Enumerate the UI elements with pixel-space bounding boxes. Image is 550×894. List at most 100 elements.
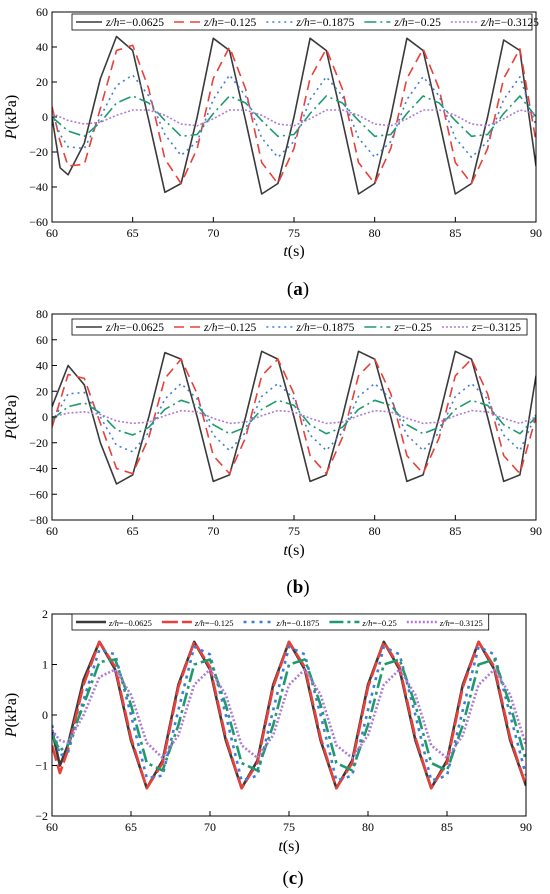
x-tick-label: 70	[207, 226, 219, 240]
x-tick-label: 90	[530, 524, 542, 538]
series-line-5	[52, 109, 536, 127]
legend-entry-3: z/h=−0.1875	[243, 618, 320, 628]
series-line-1	[52, 350, 536, 485]
legend-label: z=−0.25	[393, 322, 432, 334]
x-tick-label: 75	[283, 820, 295, 834]
legend-entry-1: z/h=−0.0625	[76, 618, 152, 628]
y-tick-label: −2	[35, 809, 48, 823]
legend: z/h=−0.0625 z/h=−0.125 z/h=−0.1875 z=−0.25 z…	[71, 318, 528, 336]
x-tick-label: 65	[125, 820, 137, 834]
series-line-3	[52, 74, 536, 159]
y-tick-label: 40	[36, 359, 48, 373]
series-line-1	[52, 640, 526, 790]
x-tick-label: 75	[288, 226, 300, 240]
legend-label: z/h=−0.0625	[108, 618, 152, 628]
y-tick-label: −1	[35, 759, 48, 773]
series-line-2	[52, 44, 536, 185]
chart-panel-3: 60 65 70 75 80 85 90 −2 −1 0 1 2 t(s) P(kPa) (c) z/h=−0…	[3, 607, 532, 889]
legend-label: z/h=−0.0625	[105, 322, 164, 334]
series-line-2	[52, 640, 526, 790]
chart-panel-2: 60 65 70 75 80 85 90 −80 −60 −40 −20 0 20 40 60 80 t(s) P…	[3, 307, 542, 598]
x-axis-label: t(s)	[283, 243, 304, 260]
x-tick-label: 85	[449, 226, 461, 240]
x-tick-label: 90	[530, 226, 542, 240]
legend-label: z/h=−0.3125	[439, 618, 483, 628]
series-line-2	[52, 358, 536, 475]
legend-box	[71, 613, 490, 631]
legend-label: z/h=−0.125	[194, 618, 234, 628]
y-axis-label: P(kPa)	[3, 95, 20, 140]
series-line-3	[52, 645, 526, 782]
y-tick-label: 60	[36, 333, 48, 347]
y-tick-label: 0	[42, 708, 48, 722]
legend-entry-5: z/h=−0.3125	[406, 618, 483, 628]
legend-entry-3: z/h=−0.1875	[266, 322, 355, 334]
y-tick-label: −40	[29, 180, 48, 194]
panel-caption: (b)	[286, 577, 309, 598]
legend-label: z/h=−0.125	[203, 17, 257, 29]
x-tick-label: 90	[520, 820, 532, 834]
y-tick-label: 40	[36, 40, 48, 54]
x-tick-label: 80	[369, 226, 381, 240]
x-tick-label: 65	[127, 226, 139, 240]
legend-entry-2: z/h=−0.125	[161, 618, 234, 628]
y-tick-label: 0	[42, 410, 48, 424]
x-tick-label: 85	[441, 820, 453, 834]
legend-label: z/h=−0.3125	[480, 17, 539, 29]
series-line-4	[52, 399, 536, 436]
legend-label: z=−0.3125	[471, 322, 521, 334]
legend-label: z/h=−0.0625	[105, 17, 164, 29]
legend-label: z/h=−0.1875	[276, 618, 320, 628]
x-tick-label: 60	[46, 524, 58, 538]
y-axis-label: P(kPa)	[3, 395, 20, 440]
legend-entry-2: z/h=−0.125	[174, 322, 257, 334]
x-tick-label: 70	[207, 524, 219, 538]
y-tick-label: 20	[36, 384, 48, 398]
x-tick-label: 70	[204, 820, 216, 834]
chart-panel-1: 60 65 70 75 80 85 90 −60 −40 −20 0 20 40 60 t(s) P(kPa)…	[3, 5, 542, 300]
x-tick-label: 85	[449, 524, 461, 538]
y-tick-label: −60	[29, 487, 48, 501]
series-line-5	[52, 668, 526, 760]
panel-caption: (a)	[287, 279, 309, 300]
y-tick-label: −60	[29, 215, 48, 229]
legend-entry-4: z=−0.25	[364, 322, 432, 334]
y-tick-label: −40	[29, 462, 48, 476]
legend-entry-2: z/h=−0.125	[174, 17, 257, 29]
y-tick-label: 0	[42, 110, 48, 124]
x-tick-label: 60	[46, 820, 58, 834]
x-axis-label: t(s)	[283, 542, 304, 559]
x-tick-label: 75	[288, 524, 300, 538]
x-tick-label: 60	[46, 226, 58, 240]
legend-entry-5: z=−0.3125	[441, 322, 521, 334]
legend-entry-5: z/h=−0.3125	[450, 17, 539, 29]
y-tick-label: −20	[29, 145, 48, 159]
x-axis-label: t(s)	[278, 838, 299, 855]
y-axis-label: P(kPa)	[3, 693, 20, 738]
legend-entry-4: z/h=−0.25	[364, 17, 441, 29]
legend-label: z/h=−0.25	[361, 618, 396, 628]
legend-entry-1: z/h=−0.0625	[76, 17, 164, 29]
legend-entry-4: z/h=−0.25	[329, 618, 397, 628]
panel-caption: (c)	[282, 868, 303, 889]
series-line-1	[52, 35, 536, 195]
legend-label: z/h=−0.1875	[295, 17, 354, 29]
y-tick-label: −20	[29, 436, 48, 450]
y-tick-label: −80	[29, 513, 48, 527]
y-tick-label: 80	[36, 307, 48, 321]
legend-label: z/h=−0.25	[393, 17, 441, 29]
legend-entry-3: z/h=−0.1875	[266, 17, 355, 29]
series-line-3	[52, 382, 536, 453]
x-tick-label: 80	[362, 820, 374, 834]
series-line-4	[52, 658, 526, 772]
legend-box	[71, 318, 528, 336]
x-tick-label: 65	[127, 524, 139, 538]
series-line-4	[52, 95, 536, 138]
y-tick-label: 1	[42, 658, 48, 672]
legend: z/h=−0.0625 z/h=−0.125 z/h=−0.1875 z/h=−0.2…	[71, 13, 539, 31]
x-tick-label: 80	[369, 524, 381, 538]
legend-box	[71, 13, 533, 31]
legend-label: z/h=−0.125	[203, 322, 257, 334]
y-tick-label: 20	[36, 75, 48, 89]
y-tick-label: 2	[42, 607, 48, 621]
